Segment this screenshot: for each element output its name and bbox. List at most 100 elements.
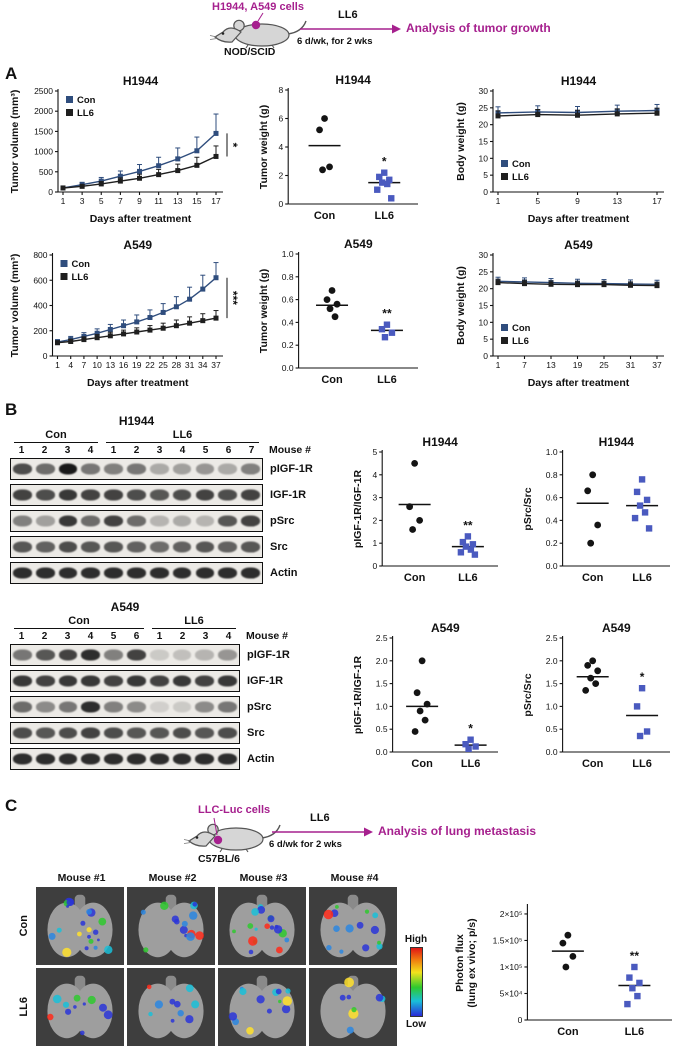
axes [381,450,498,567]
svg-text:3: 3 [372,493,377,503]
signal-blob [98,917,107,926]
svg-text:37: 37 [211,360,221,370]
mouse-column-header: Mouse #1 [57,872,106,884]
data-point [94,335,100,341]
blot-lane [79,749,102,769]
signal-blob [333,925,340,932]
lung-image [309,887,397,965]
svg-text:1.5: 1.5 [546,679,558,689]
protein-band [35,489,55,501]
blot-lane [125,671,148,691]
svg-text:16: 16 [119,360,129,370]
blot-lane [216,645,239,665]
data-point [379,179,386,186]
protein-band [149,753,169,765]
protein-band [241,515,260,527]
protein-band [81,463,101,475]
blot-lane [79,485,102,505]
protein-band [58,515,78,527]
blot-lane [34,645,57,665]
svg-text:25: 25 [599,360,609,370]
data-point [98,181,104,187]
svg-text:8: 8 [278,85,283,95]
signal-blob [285,988,291,994]
blot-lane [11,485,34,505]
chart-svg-h1944-tumor-weight: H1944 0 2 4 6 8 Tumor weight (g) Con LL6 * [258,73,418,222]
data-point [643,496,651,504]
data-point [173,323,179,329]
svg-text:0.2: 0.2 [282,340,294,350]
blot-row: Actin [10,748,290,770]
x-axis-label: Days after treatment [90,213,192,225]
svg-text:0.5: 0.5 [546,724,558,734]
svg-text:0: 0 [372,561,377,571]
data-point [495,113,501,119]
data-point [319,166,326,174]
legend: Con LL6 [66,95,96,119]
blot-lane [148,645,171,665]
data-point [584,487,592,495]
lung-image-svg [127,968,215,1046]
blot-lane [57,749,80,769]
blot-lane [11,563,34,583]
protein-band [13,567,32,579]
protein-band [81,753,101,765]
svg-text:17: 17 [652,196,662,206]
signal-blob [339,949,344,954]
signal-blob [97,938,100,942]
signal-blob [104,945,113,954]
blot-box [10,458,263,480]
blot-lane [102,485,125,505]
lane-number: 4 [87,630,94,642]
protein-band [195,489,215,501]
lane-number: 6 [225,444,232,456]
protein-band [195,649,215,661]
drug-label-2: LL6 [310,812,330,824]
protein-band [127,701,146,713]
svg-text:0.8: 0.8 [546,470,558,480]
svg-text:5: 5 [535,196,540,206]
svg-text:1.0: 1.0 [546,701,558,711]
signal-blob [326,945,332,951]
blot-box [10,510,263,532]
protein-band [172,727,192,739]
y-axis-label: Tumor weight (g) [258,269,270,353]
svg-text:2000: 2000 [34,106,53,116]
protein-band [104,753,123,765]
protein-band [13,649,32,661]
signal-blob [174,918,180,925]
signal-blob [56,927,62,933]
protein-band [104,675,123,687]
blot-lane [102,671,125,691]
mouse-column-header: Mouse #3 [239,872,288,884]
blot-lane [171,537,194,557]
protein-band [35,515,55,527]
protein-band [127,727,146,739]
svg-text:1500: 1500 [34,126,53,136]
svg-text:4: 4 [68,360,73,370]
svg-text:Con: Con [72,259,91,270]
data-point [633,488,641,496]
lung-image [309,968,397,1046]
data-point [457,549,465,556]
svg-text:1: 1 [61,196,66,206]
y-axis-label: pIGF-1R/IGF-1R [352,470,364,549]
svg-text:0.4: 0.4 [282,317,294,327]
significance: ** [630,949,640,963]
blot-lane [102,459,125,479]
signal-blob [84,946,89,951]
lung-row-label: LL6 [18,997,30,1017]
significance: ** [463,518,473,532]
blot-lane [57,485,80,505]
data-point [81,337,87,343]
signal-blob [344,977,354,988]
data-point [467,736,474,743]
svg-text:0: 0 [278,199,283,209]
data-point [213,315,219,321]
chart-title: H1944 [123,74,159,88]
protein-band [218,541,238,553]
blot-box [10,536,263,558]
data-point [134,329,140,335]
protein-band [195,701,215,713]
axes [526,904,672,1021]
